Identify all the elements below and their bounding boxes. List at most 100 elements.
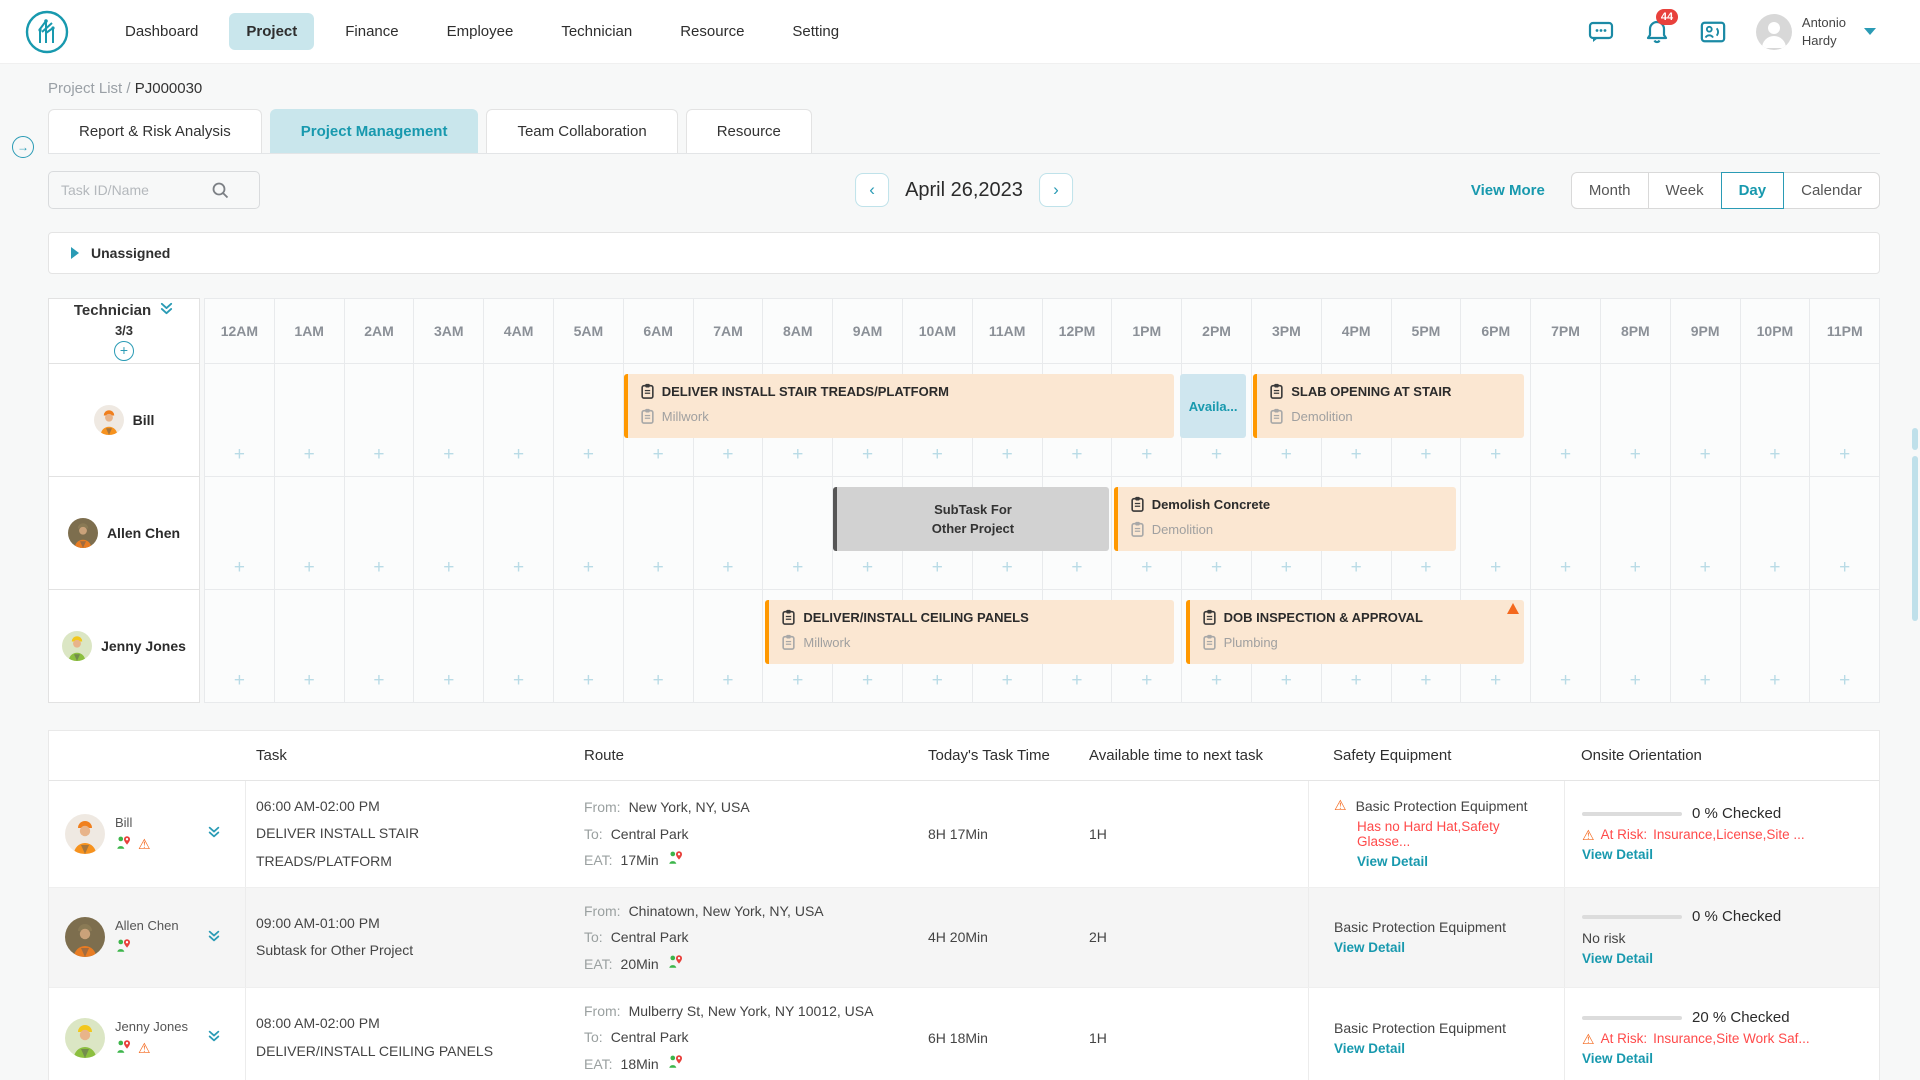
add-task-icon[interactable]: + [582,444,594,465]
schedule-cell[interactable]: + [484,590,554,703]
add-task-icon[interactable]: + [1001,444,1013,465]
add-task-icon[interactable]: + [1210,557,1223,578]
view-more-link[interactable]: View More [1470,181,1545,199]
add-task-icon[interactable]: + [1559,444,1572,465]
add-task-icon[interactable]: + [1629,444,1641,465]
schedule-cell[interactable]: + [484,364,554,477]
next-day-button[interactable]: › [1038,173,1073,207]
task-bar[interactable]: Demolish Concrete Demolition [1113,487,1456,551]
schedule-cell[interactable]: + [414,477,485,590]
nav-item-project[interactable]: Project [229,13,315,50]
add-task-icon[interactable]: + [1350,557,1362,578]
add-task-icon[interactable]: + [1001,670,1013,691]
contacts-button[interactable] [1700,19,1726,45]
add-task-icon[interactable]: + [233,557,245,578]
task-bar[interactable]: DELIVER INSTALL STAIR TREADS/PLATFORM Mi… [623,374,1174,438]
schedule-cell[interactable]: + [1810,364,1881,477]
subtask-bar[interactable]: SubTask For Other Project [833,487,1109,551]
add-task-icon[interactable]: + [1141,557,1153,578]
add-task-icon[interactable]: + [443,670,455,691]
add-task-icon[interactable]: + [1001,557,1013,578]
expand-row-button[interactable] [207,929,221,946]
add-task-icon[interactable]: + [1280,444,1292,465]
schedule-cell[interactable]: + [693,590,764,703]
technician-cell[interactable]: Bill [48,364,200,477]
technician-cell[interactable]: Jenny Jones [48,590,200,703]
schedule-cell[interactable]: + [1810,477,1881,590]
add-task-icon[interactable]: + [373,557,385,578]
schedule-cell[interactable]: + [1531,477,1601,590]
add-task-icon[interactable]: + [1141,670,1153,691]
schedule-cell[interactable]: + [1670,477,1741,590]
add-task-icon[interactable]: + [862,444,874,465]
schedule-cell[interactable]: + [1740,590,1811,703]
schedule-cell[interactable]: + [414,364,485,477]
add-task-icon[interactable]: + [513,444,525,465]
add-task-icon[interactable]: + [1839,444,1851,465]
schedule-cell[interactable]: + [693,477,764,590]
add-task-icon[interactable]: + [513,670,525,691]
tab-resource[interactable]: Resource [685,109,812,153]
notifications-button[interactable]: 44 [1644,8,1679,45]
onsite-view-detail-link[interactable]: View Detail [1582,1051,1654,1067]
schedule-cell[interactable]: + [623,590,694,703]
schedule-cell[interactable]: + [1461,477,1532,590]
tab-project-management[interactable]: Project Management [269,109,479,153]
schedule-cell[interactable]: + [274,590,345,703]
schedule-cell[interactable]: + [1600,590,1671,703]
schedule-cell[interactable]: + [1670,590,1741,703]
tab-team-collaboration[interactable]: Team Collaboration [486,109,678,153]
schedule-cell[interactable]: + [1740,364,1811,477]
messages-button[interactable] [1588,19,1614,45]
nav-item-employee[interactable]: Employee [446,23,514,40]
add-task-icon[interactable]: + [443,557,455,578]
task-search[interactable] [48,171,260,209]
schedule-cell[interactable]: + [1740,477,1811,590]
safety-view-detail-link[interactable]: View Detail [1334,940,1406,956]
add-task-icon[interactable]: + [1699,444,1711,465]
schedule-cell[interactable]: + [274,477,345,590]
task-bar[interactable]: DOB INSPECTION & APPROVAL Plumbing [1185,600,1525,664]
add-task-icon[interactable]: + [652,557,664,578]
add-task-icon[interactable]: + [1280,670,1292,691]
add-task-icon[interactable]: + [722,557,734,578]
add-task-icon[interactable]: + [652,444,664,465]
onsite-view-detail-link[interactable]: View Detail [1582,951,1654,967]
add-task-icon[interactable]: + [233,444,245,465]
add-task-icon[interactable]: + [582,670,594,691]
schedule-cell[interactable]: + [484,477,554,590]
add-task-icon[interactable]: + [1769,444,1781,465]
add-task-icon[interactable]: + [1699,557,1711,578]
schedule-cell[interactable]: + [1810,590,1881,703]
add-task-icon[interactable]: + [652,670,664,691]
nav-item-technician[interactable]: Technician [561,23,633,40]
schedule-cell[interactable]: + [344,477,415,590]
add-task-icon[interactable]: + [1280,557,1292,578]
add-task-icon[interactable]: + [862,557,874,578]
schedule-cell[interactable]: + [344,364,415,477]
prev-day-button[interactable]: ‹ [855,173,890,207]
add-task-icon[interactable]: + [1769,557,1781,578]
nav-item-setting[interactable]: Setting [792,23,840,40]
add-task-icon[interactable]: + [513,557,525,578]
add-task-icon[interactable]: + [1350,444,1362,465]
add-task-icon[interactable]: + [1490,670,1502,691]
schedule-cell[interactable]: + [205,364,275,477]
add-task-icon[interactable]: + [1210,444,1223,465]
add-task-icon[interactable]: + [1699,670,1711,691]
add-task-icon[interactable]: + [443,444,455,465]
task-bar[interactable]: DELIVER/INSTALL CEILING PANELS Millwork [765,600,1174,664]
add-task-icon[interactable]: + [233,670,245,691]
schedule-cell[interactable]: + [763,477,834,590]
schedule-cell[interactable]: + [414,590,485,703]
schedule-cell[interactable]: + [553,590,624,703]
add-task-icon[interactable]: + [303,557,315,578]
expand-row-button[interactable] [207,825,221,842]
safety-view-detail-link[interactable]: View Detail [1334,1040,1406,1056]
schedule-cell[interactable]: + [553,364,624,477]
add-task-icon[interactable]: + [1629,670,1641,691]
add-task-icon[interactable]: + [792,670,804,691]
schedule-cell[interactable]: + [1670,364,1741,477]
add-task-icon[interactable]: + [1490,557,1502,578]
add-task-icon[interactable]: + [792,444,804,465]
